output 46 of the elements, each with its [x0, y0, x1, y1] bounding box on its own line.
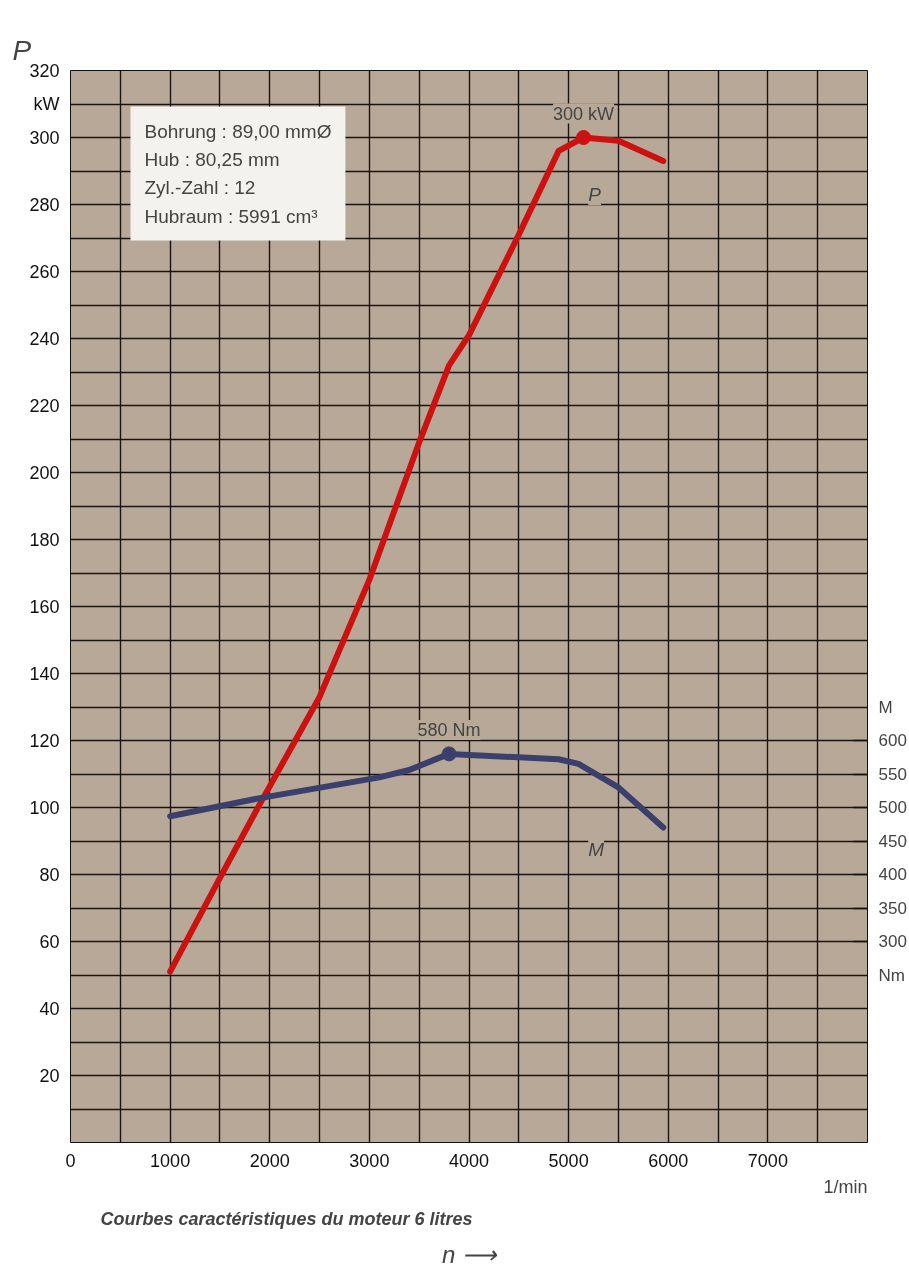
x-tick-label: 5000: [548, 1150, 589, 1171]
y-tick-label: 60: [39, 931, 60, 952]
y-tick-label: 160: [29, 596, 60, 617]
text: M: [588, 838, 605, 860]
y-tick-label: 260: [29, 261, 60, 282]
y-tick-label: 300: [29, 127, 60, 148]
y2-tick-label: 400: [878, 865, 907, 884]
y2-tick-label: 450: [878, 831, 907, 851]
y-tick-label: 120: [29, 730, 60, 751]
y2-tick-label: 550: [878, 764, 907, 784]
annotation: Bohrung : 89,00 mmØ: [144, 120, 332, 142]
x-axis-title: n ⟶: [441, 1240, 499, 1268]
y-tick-label: kW: [33, 94, 60, 114]
x-tick-label: 0: [65, 1150, 76, 1171]
y-tick-label: 280: [29, 194, 60, 215]
y2-tick-label: 350: [878, 898, 907, 918]
annotation: Hub : 80,25 mm: [144, 148, 280, 170]
y-tick-label: 80: [39, 864, 60, 885]
x-tick-label: 3000: [349, 1150, 390, 1171]
text: Courbes caractéristiques du moteur 6 litres: [100, 1208, 473, 1229]
y-tick-label: 320: [29, 60, 60, 81]
y2-tick-label: 500: [878, 798, 907, 817]
data-label: 300 kW: [553, 103, 615, 124]
y-tick-label: 240: [29, 328, 60, 349]
annotation: Zyl.-Zahl : 12: [144, 177, 256, 199]
text: P: [588, 183, 602, 205]
x-tick-label: 7000: [747, 1150, 788, 1171]
x-tick-label: 4000: [448, 1150, 490, 1171]
y-axis-title: P: [12, 34, 32, 66]
x-tick-label: 2000: [249, 1150, 290, 1171]
y-tick-label: 140: [29, 663, 60, 684]
y-tick-label: 200: [29, 462, 60, 483]
y-tick-label: 20: [39, 1065, 60, 1086]
y2-tick-label: 600: [878, 731, 907, 750]
y2-axis-title: M: [878, 697, 893, 717]
y-tick-label: 220: [29, 395, 60, 416]
y-tick-label: 180: [29, 529, 60, 550]
y2-tick-label: 300: [878, 932, 907, 951]
x-tick-label: 1000: [150, 1150, 191, 1171]
y-tick-label: 100: [29, 797, 60, 818]
x-tick-label: 6000: [648, 1150, 689, 1171]
y2-tick-label: Nm: [878, 965, 905, 985]
data-label: 580 Nm: [417, 719, 481, 740]
y-tick-label: 40: [39, 998, 60, 1019]
annotation: Hubraum : 5991 cm³: [144, 205, 318, 227]
text: 1/min: [823, 1176, 868, 1197]
